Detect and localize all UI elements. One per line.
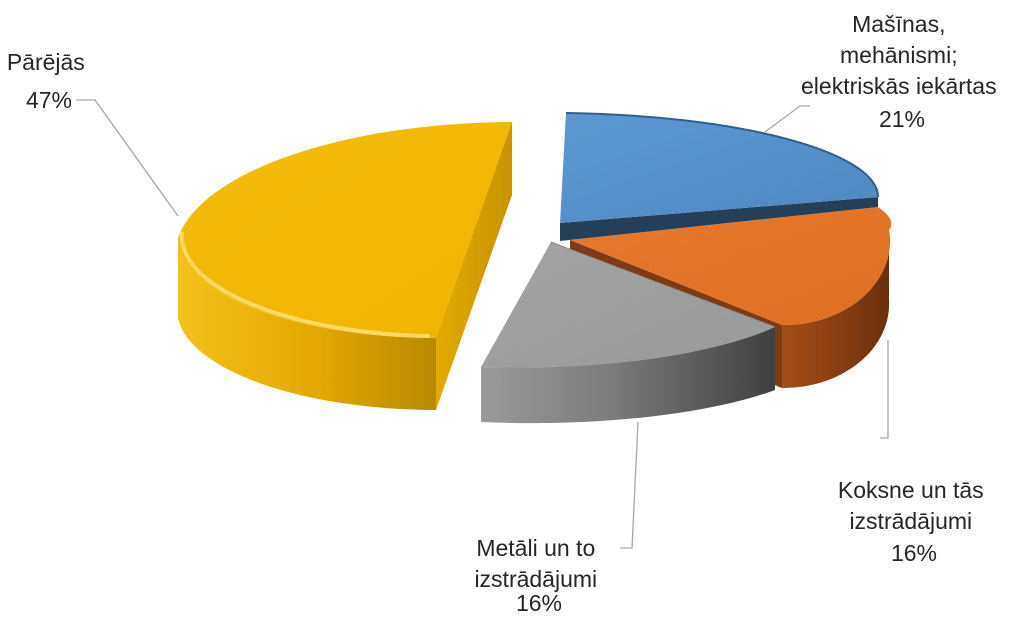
label-masinas-line-3: elektriskās iekārtas <box>801 73 997 99</box>
label-metali-line-2: izstrādājumi <box>474 566 597 592</box>
label-koksne-value: 16% <box>891 540 937 566</box>
leader-line-masinas <box>764 105 810 133</box>
label-metali: Metāli un to izstrādājumi 16% <box>474 535 603 616</box>
label-parejas-value: 47% <box>26 87 72 113</box>
leader-line-metali <box>620 421 639 549</box>
pie-slice-koksne-side <box>782 230 890 389</box>
label-masinas-value: 21% <box>879 106 925 132</box>
pie-slice-parejas-side <box>178 238 436 410</box>
leader-line-koksne <box>880 340 889 439</box>
leader-line-parejas <box>76 99 179 217</box>
pie-slice-parejas <box>178 122 512 410</box>
pie-slice-parejas-cut <box>436 122 512 410</box>
data-labels: Mašīnas, mehānismi; elektriskās iekārtas… <box>7 11 1003 616</box>
pie-slice-metali-side <box>481 327 775 424</box>
label-masinas-line-2: mehānismi; <box>840 42 958 68</box>
label-koksne-line-2: izstrādājumi <box>849 508 972 534</box>
label-koksne-line-1: Koksne un tās <box>838 477 984 503</box>
pie-slice-masinas-top <box>560 113 879 223</box>
label-masinas-line-1: Mašīnas, <box>852 11 945 37</box>
label-metali-line-1: Metāli un to <box>476 535 595 561</box>
pie-slice-metali <box>481 241 776 424</box>
leader-lines <box>76 99 889 549</box>
label-koksne: Koksne un tās izstrādājumi 16% <box>838 477 990 566</box>
pie-slice-parejas-top <box>178 122 512 338</box>
label-metali-value: 16% <box>516 590 562 616</box>
pie-slice-masinas <box>560 112 880 241</box>
label-parejas-line-1: Pārējās <box>7 49 85 75</box>
pie-slice-metali-top <box>481 242 775 368</box>
label-parejas: Pārējās 47% <box>7 49 91 113</box>
label-masinas: Mašīnas, mehānismi; elektriskās iekārtas… <box>801 11 1003 132</box>
pie-slice-masinas-cut <box>560 197 878 241</box>
pie-slice-koksne-top <box>570 207 892 326</box>
